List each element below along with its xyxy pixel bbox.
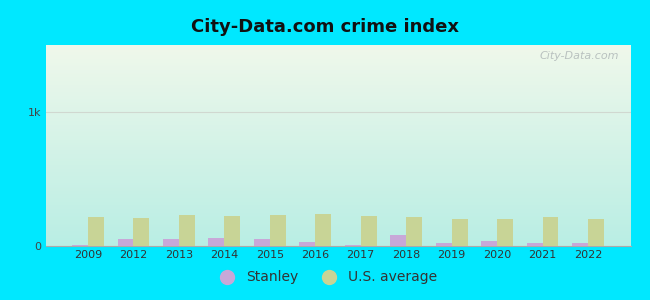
Bar	[118, 238, 133, 246]
Bar	[209, 238, 224, 246]
Bar	[88, 217, 104, 246]
Text: City-Data.com: City-Data.com	[540, 51, 619, 61]
Bar	[344, 245, 361, 246]
Bar	[497, 218, 513, 246]
Bar	[588, 219, 604, 246]
Bar	[254, 238, 270, 246]
Bar	[179, 214, 195, 246]
Bar	[270, 215, 286, 246]
Bar	[436, 243, 452, 246]
Bar	[133, 218, 150, 246]
Bar	[315, 214, 332, 246]
Legend: Stanley, U.S. average: Stanley, U.S. average	[207, 265, 443, 290]
Bar	[526, 243, 543, 246]
Text: City-Data.com crime index: City-Data.com crime index	[191, 18, 459, 36]
Bar	[300, 242, 315, 246]
Bar	[390, 235, 406, 246]
Bar	[361, 216, 376, 246]
Bar	[224, 216, 240, 246]
Bar	[452, 218, 467, 246]
Bar	[163, 239, 179, 246]
Bar	[406, 217, 422, 246]
Bar	[481, 241, 497, 246]
Bar	[72, 245, 88, 246]
Bar	[543, 217, 558, 246]
Bar	[572, 243, 588, 246]
